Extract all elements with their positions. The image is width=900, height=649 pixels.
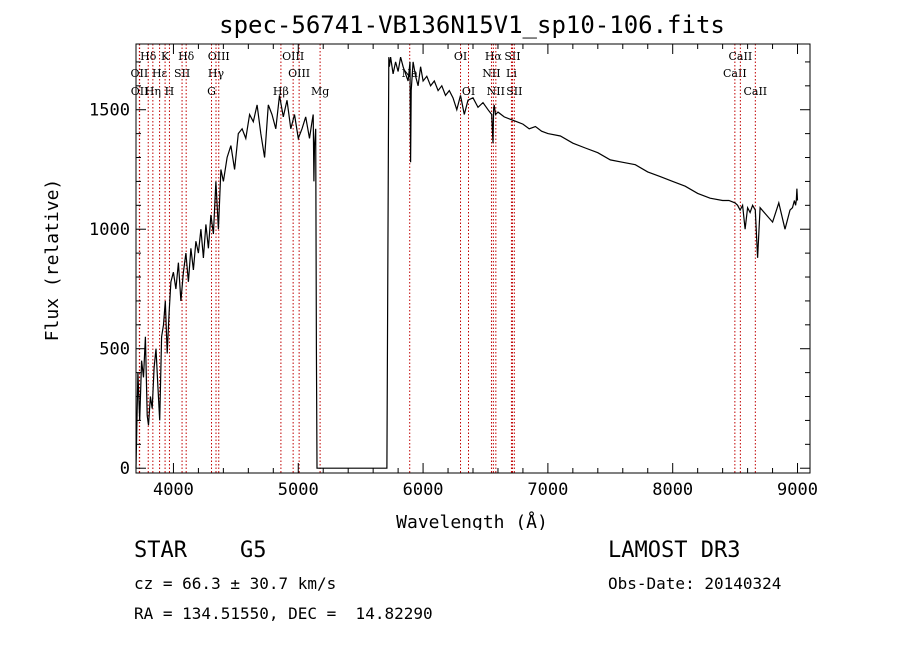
line-label-20: NII — [482, 67, 500, 80]
line-label-25: CaII — [723, 67, 747, 80]
line-label-22: SII — [504, 50, 520, 63]
line-label-11: G — [207, 85, 216, 98]
line-label-21: NII — [487, 85, 505, 98]
line-label-19: Hα — [485, 50, 503, 63]
line-label-18: OI — [462, 85, 475, 98]
x-axis-label: Wavelength (Å) — [396, 511, 548, 530]
y-tick-label-1: 500 — [99, 340, 130, 360]
plot-frame — [135, 43, 811, 474]
x-tick-label-0: 4000 — [153, 480, 194, 500]
redshift-cz: cz = 66.3 ± 30.7 km/s — [134, 574, 337, 593]
chart-title: spec-56741-VB136N15V1_sp10-106.fits — [219, 11, 725, 39]
line-label-23: Li — [506, 67, 517, 80]
line-label-0: Hδ — [140, 50, 157, 63]
line-label-9: OIII — [208, 50, 230, 63]
x-tick-label-2: 6000 — [403, 480, 444, 500]
line-label-26: CaII — [729, 50, 753, 63]
line-label-8: Hδ — [178, 50, 195, 63]
object-class: STAR G5 — [134, 538, 267, 563]
line-label-2: OII — [131, 85, 149, 98]
line-label-17: OI — [454, 50, 467, 63]
y-tick-label-2: 1000 — [89, 220, 130, 240]
line-label-24: SII — [506, 85, 522, 98]
line-label-7: SII — [174, 67, 190, 80]
line-label-5: K — [161, 50, 170, 63]
line-label-3: Hε — [152, 67, 168, 80]
plot-axes: 4000 5000 6000 7000 8000 9000 0 500 1000 1500 — [89, 43, 818, 500]
ra-dec-coordinates: RA = 134.51550, DEC = 14.82290 — [134, 604, 433, 623]
survey-name: LAMOST DR3 — [608, 538, 741, 563]
y-tick-label-3: 1500 — [89, 101, 130, 121]
spectrum-chart: spec-56741-VB136N15V1_sp10-106.fits Hδ OI… — [42, 11, 818, 530]
line-label-10: Hγ — [208, 67, 225, 80]
y-axis-label: Flux (relative) — [42, 179, 63, 342]
spectrum-line — [135, 56, 799, 469]
line-label-12: Hβ — [273, 85, 289, 98]
line-label-6: H — [165, 85, 175, 98]
line-label-14: OIII — [288, 67, 310, 80]
y-tick-label-0: 0 — [120, 459, 130, 479]
x-tick-label-3: 7000 — [527, 480, 568, 500]
line-label-4: Hη — [145, 85, 161, 98]
line-label-27: CaII — [743, 85, 767, 98]
line-label-13: OIII — [282, 50, 304, 63]
obs-date: Obs-Date: 20140324 — [608, 574, 782, 593]
line-label-15: Mg — [311, 85, 329, 98]
x-tick-label-4: 8000 — [652, 480, 693, 500]
x-tick-label-1: 5000 — [278, 480, 319, 500]
x-tick-label-5: 9000 — [777, 480, 818, 500]
